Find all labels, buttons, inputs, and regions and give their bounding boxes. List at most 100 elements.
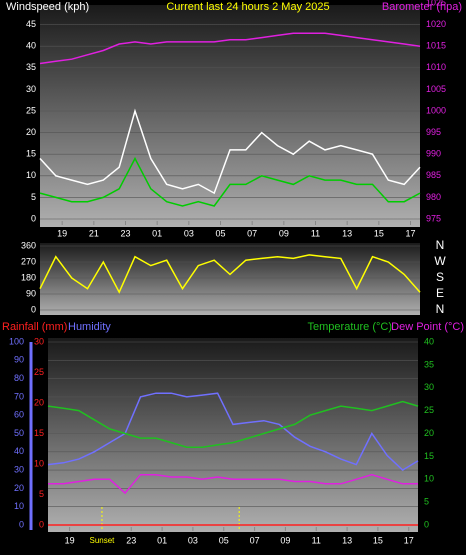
y-tick-label: 0 xyxy=(31,213,36,223)
y-tick-label: 60 xyxy=(14,410,24,420)
y2-tick-label: 1015 xyxy=(426,41,446,51)
y2-tick-label: 30 xyxy=(424,382,434,392)
y3-tick-label: 15 xyxy=(34,428,44,438)
y2-tick-label: 40 xyxy=(424,336,434,346)
x-tick-label: 19 xyxy=(65,535,75,545)
x-tick-label: 11 xyxy=(312,535,321,545)
x-tick-label: 07 xyxy=(247,228,257,238)
series-line xyxy=(39,108,421,195)
x-tick-label: 05 xyxy=(219,535,229,545)
y-label: Humidity xyxy=(68,321,111,333)
y3-tick-label: 10 xyxy=(34,458,44,468)
y2-tick-label: 0 xyxy=(424,519,429,529)
y-tick-label: 0 xyxy=(31,304,36,314)
y2-tick-label: E xyxy=(436,286,444,300)
y3-label: Rainfall (mm) xyxy=(2,321,67,333)
y2-tick-label: 35 xyxy=(424,359,434,369)
x-tick-label: 09 xyxy=(280,535,290,545)
y-tick-label: 270 xyxy=(21,256,36,266)
series-line xyxy=(39,32,421,65)
y2-tick-label: 990 xyxy=(426,149,441,159)
y-tick-label: 90 xyxy=(14,355,24,365)
y2-tick-label: 1025 xyxy=(426,0,446,7)
y2-tick-label: 1010 xyxy=(426,62,446,72)
x-tick-label: 21 xyxy=(89,228,99,238)
y-tick-label: 20 xyxy=(14,483,24,493)
dew-label: Dew Point (°C) xyxy=(391,321,464,333)
y2-tick-label: 15 xyxy=(424,451,434,461)
y-tick-label: 25 xyxy=(26,105,36,115)
y-tick-label: 70 xyxy=(14,391,24,401)
y2-tick-label: 1000 xyxy=(426,105,446,115)
y-tick-label: 40 xyxy=(14,446,24,456)
y2-tick-label: W xyxy=(434,254,446,268)
y-tick-label: 40 xyxy=(26,41,36,51)
y-tick-label: 90 xyxy=(26,288,36,298)
y2-label: Temperature (°C) xyxy=(308,321,392,333)
y-tick-label: 360 xyxy=(21,240,36,250)
x-tick-label: 13 xyxy=(342,228,352,238)
x-tick-label: 23 xyxy=(126,535,136,545)
x-tick-label: 19 xyxy=(57,228,67,238)
series-line xyxy=(39,254,421,294)
x-tick-label: 09 xyxy=(279,228,289,238)
y-tick-label: 100 xyxy=(9,336,24,346)
x-tick-label: 05 xyxy=(215,228,225,238)
sun-label: Sunset xyxy=(90,536,116,545)
y-tick-label: 50 xyxy=(14,428,24,438)
y2-tick-label: S xyxy=(436,270,444,284)
x-tick-label: 17 xyxy=(404,535,414,545)
y-tick-label: 30 xyxy=(26,84,36,94)
series-line xyxy=(48,473,418,495)
y-tick-label: 15 xyxy=(26,149,36,159)
plot-bg xyxy=(40,243,420,315)
y-label: Windspeed (kph) xyxy=(6,1,89,13)
plot-bg xyxy=(40,5,420,227)
x-tick-label: 11 xyxy=(311,228,320,238)
y2-tick-label: 10 xyxy=(424,474,434,484)
y2-tick-label: N xyxy=(436,302,445,316)
x-tick-label: 23 xyxy=(120,228,130,238)
x-tick-label: 01 xyxy=(157,535,167,545)
y-tick-label: 45 xyxy=(26,19,36,29)
y2-tick-label: 985 xyxy=(426,170,441,180)
y2-tick-label: 995 xyxy=(426,127,441,137)
y2-tick-label: 1020 xyxy=(426,19,446,29)
y-tick-label: 30 xyxy=(14,464,24,474)
series-line xyxy=(47,400,419,448)
y-tick-label: 35 xyxy=(26,62,36,72)
y-tick-label: 20 xyxy=(26,127,36,137)
x-tick-label: 15 xyxy=(373,535,383,545)
series-line xyxy=(39,156,421,207)
y2-tick-label: 980 xyxy=(426,192,441,202)
y3-tick-label: 25 xyxy=(34,367,44,377)
x-tick-label: 07 xyxy=(250,535,260,545)
y2-tick-label: 1005 xyxy=(426,84,446,94)
y-tick-label: 10 xyxy=(26,170,36,180)
x-tick-label: 17 xyxy=(405,228,415,238)
x-tick-label: 03 xyxy=(184,228,194,238)
y-tick-label: 10 xyxy=(14,501,24,511)
y3-tick-label: 30 xyxy=(34,336,44,346)
y3-tick-label: 0 xyxy=(39,519,44,529)
y2-tick-label: 975 xyxy=(426,213,441,223)
y2-label: Barometer (hpa) xyxy=(382,1,462,13)
y3-tick-label: 20 xyxy=(34,397,44,407)
x-tick-label: 15 xyxy=(374,228,384,238)
y-tick-label: 80 xyxy=(14,373,24,383)
y-tick-label: 0 xyxy=(19,519,24,529)
x-tick-label: 13 xyxy=(342,535,352,545)
series-line xyxy=(47,392,419,472)
y2-tick-label: N xyxy=(436,238,445,252)
y2-tick-label: 20 xyxy=(424,428,434,438)
y2-tick-label: 5 xyxy=(424,497,429,507)
x-tick-label: 01 xyxy=(152,228,162,238)
title: Current last 24 hours 2 May 2025 xyxy=(166,1,329,13)
y3-tick-label: 5 xyxy=(39,489,44,499)
y-tick-label: 180 xyxy=(21,272,36,282)
x-tick-label: 03 xyxy=(188,535,198,545)
y2-tick-label: 25 xyxy=(424,405,434,415)
y-tick-label: 5 xyxy=(31,192,36,202)
